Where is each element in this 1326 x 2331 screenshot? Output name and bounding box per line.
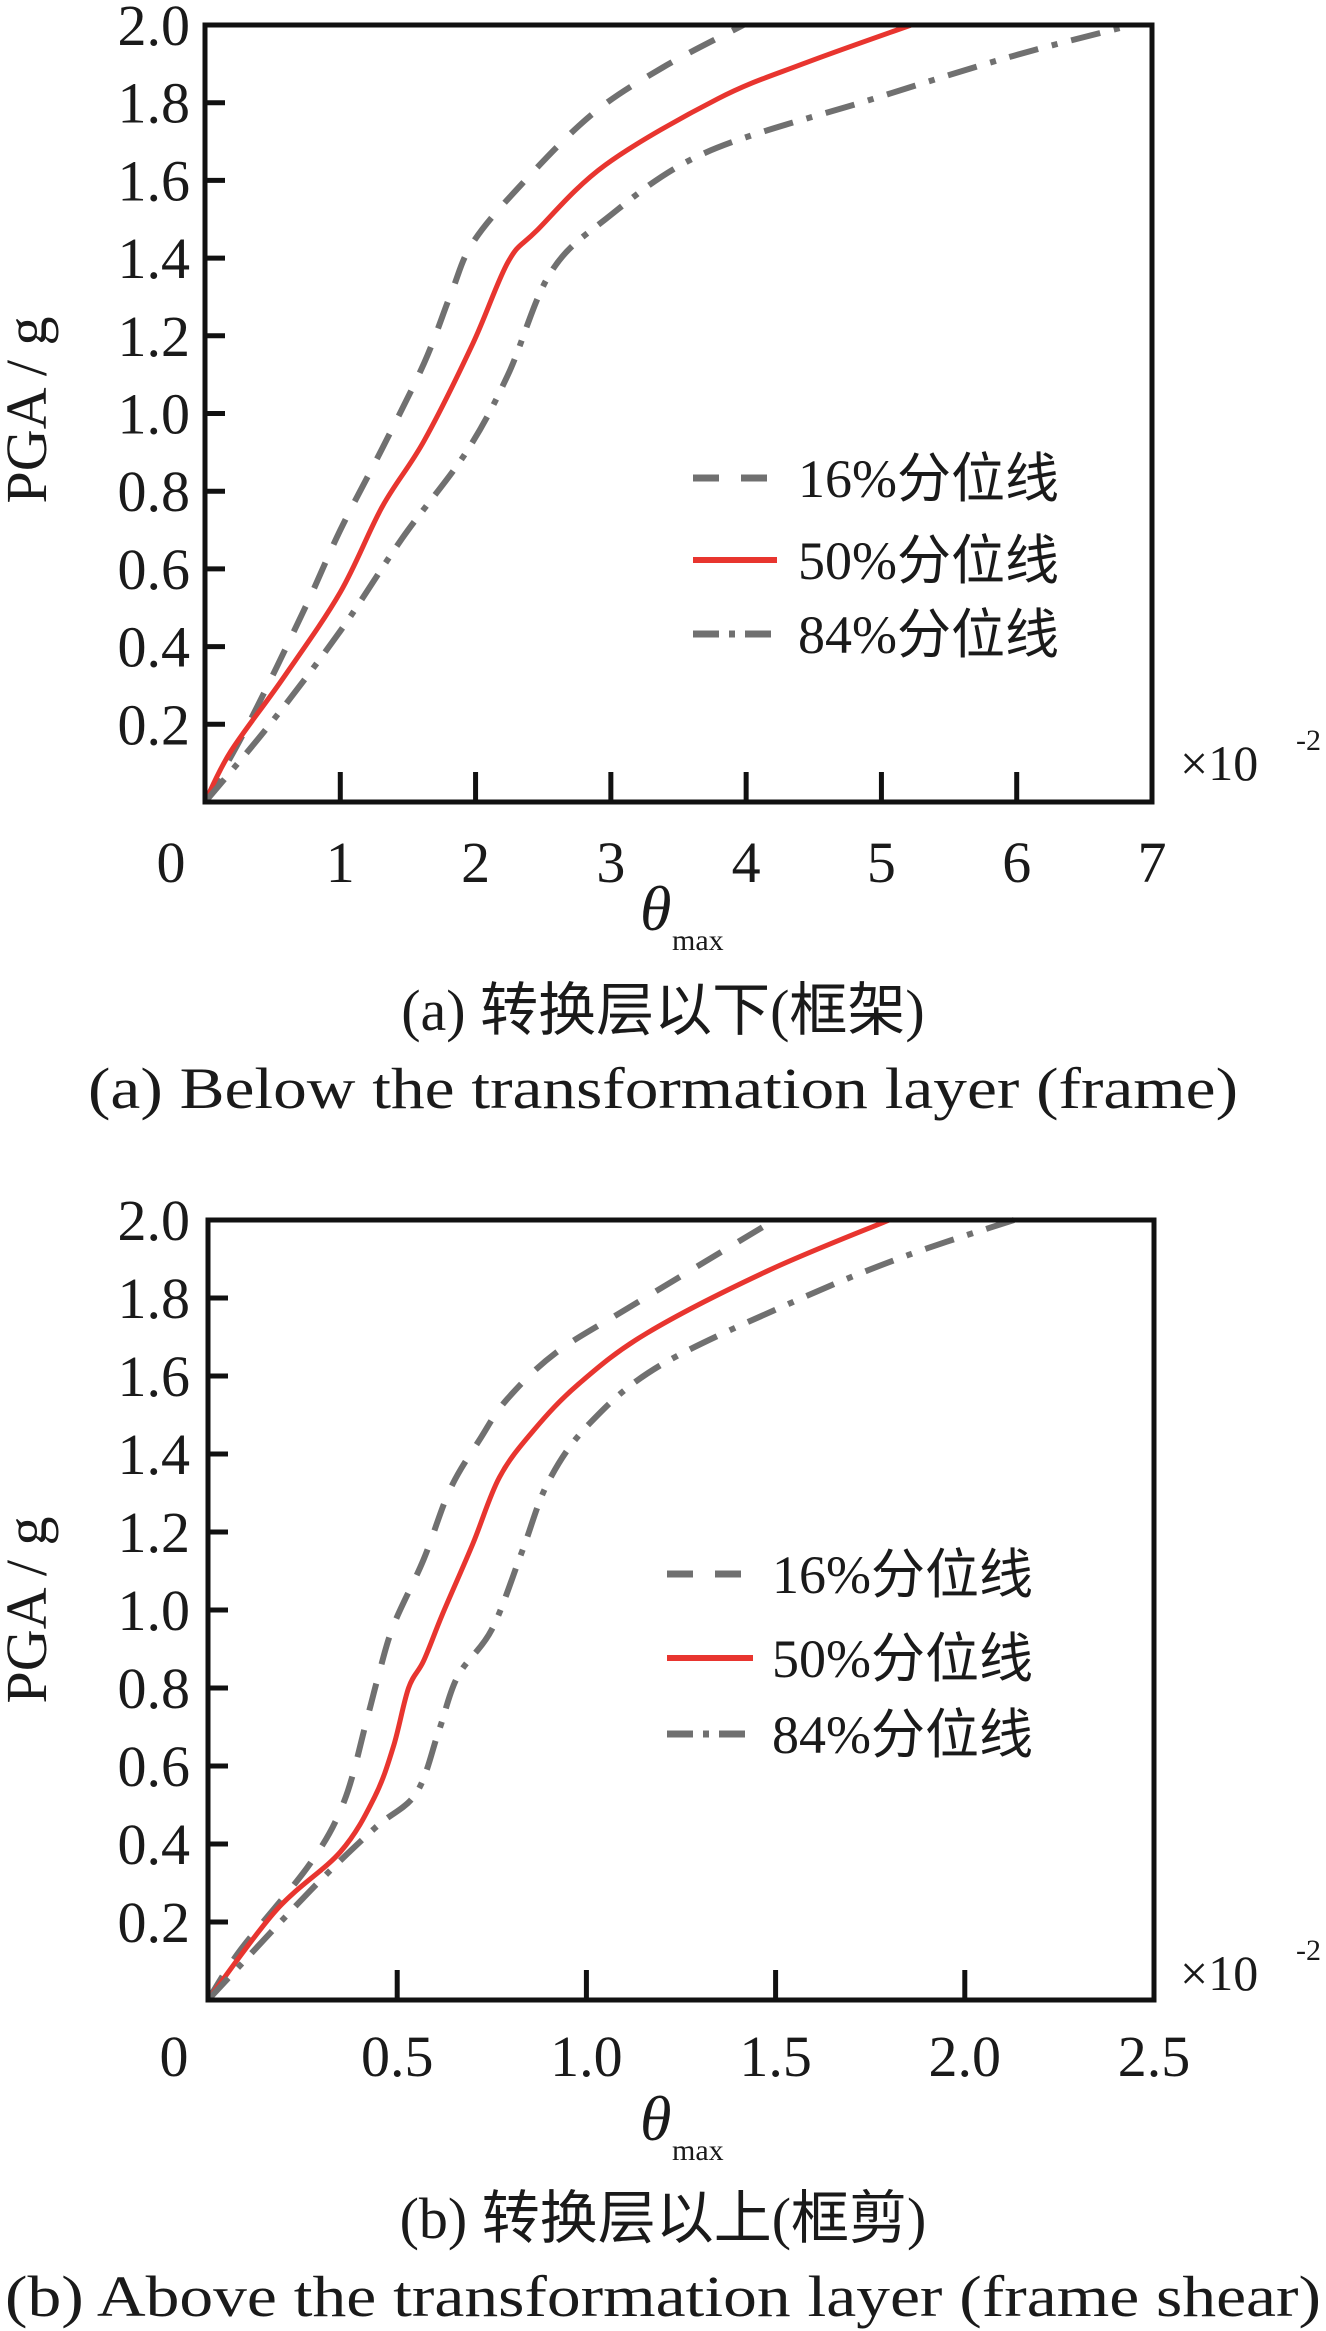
legend-label: 50%分位线	[772, 1629, 1033, 1689]
x-tick-label: 0.5	[361, 2024, 434, 2089]
chart-a: 16%分位线 50%分位线 84%分位线 0.2 0.4 0.6 0.8 1.0 1.2 1.4 1…	[0, 0, 1321, 1121]
legend-label: 16%分位线	[798, 449, 1059, 509]
y-tick-label: 0.4	[118, 615, 191, 680]
x-tick-label: 2.5	[1118, 2024, 1191, 2089]
y-tick-label: 2.0	[118, 1188, 191, 1253]
x-tick-label: 2	[461, 830, 490, 895]
x-tick-label: 1.5	[739, 2024, 812, 2089]
x-axis-label: θ	[640, 873, 671, 944]
plot-frame	[205, 1217, 1157, 2003]
caption-en: (b) Above the transformation layer (fram…	[5, 2264, 1321, 2329]
y-tick-label: 1.0	[118, 1578, 191, 1643]
y-tick-label: 1.2	[118, 1500, 191, 1565]
x-tick-label: 3	[596, 830, 625, 895]
y-tick-label: 0.6	[118, 1734, 191, 1799]
y-tick-label: 1.8	[118, 1266, 191, 1331]
y-tick-label: 0.2	[118, 1890, 191, 1955]
y-tick-label: 1.2	[118, 304, 191, 369]
x-tick-label: 5	[867, 830, 896, 895]
legend-label: 84%分位线	[772, 1705, 1033, 1765]
y-tick-label: 1.4	[118, 226, 191, 291]
y-tick-label: 1.0	[118, 382, 191, 447]
y-axis-label: PGA / g	[0, 317, 59, 504]
x-multiplier-exponent: -2	[1296, 1934, 1321, 1967]
legend-label: 16%分位线	[772, 1545, 1033, 1605]
series-line-dashdot	[205, 1217, 1015, 2003]
caption-cn: (a) 转换层以下(框架)	[401, 978, 925, 1043]
series-line-solid	[206, 1217, 891, 2002]
x-multiplier: ×10	[1180, 1945, 1258, 2001]
plot-frame	[202, 22, 1155, 805]
legend-label: 50%分位线	[798, 531, 1059, 591]
y-tick-label: 0.8	[118, 459, 191, 524]
x-axis-label: θ	[640, 2083, 671, 2154]
x-tick-label: 2.0	[929, 2024, 1002, 2089]
x-axis-label-subscript: max	[672, 924, 724, 957]
series-line-dashed	[205, 1221, 770, 2002]
x-tick-label: 0	[160, 2024, 189, 2089]
x-multiplier: ×10	[1180, 735, 1258, 791]
series-line-dashdot	[202, 22, 1133, 804]
y-tick-label: 1.8	[118, 71, 191, 136]
y-tick-label: 1.6	[118, 148, 191, 213]
y-axis-label: PGA / g	[0, 1517, 59, 1704]
x-multiplier-exponent: -2	[1296, 724, 1321, 757]
legend-label: 84%分位线	[798, 605, 1059, 665]
caption-en: (a) Below the transformation layer (fram…	[88, 1056, 1238, 1121]
x-tick-label: 7	[1138, 830, 1167, 895]
y-tick-label: 1.6	[118, 1344, 191, 1409]
y-tick-label: 0.6	[118, 537, 191, 602]
y-tick-label: 2.0	[118, 0, 191, 58]
x-tick-label: 1	[326, 830, 355, 895]
y-tick-label: 0.8	[118, 1656, 191, 1721]
y-tick-label: 1.4	[118, 1422, 191, 1487]
series-line-solid	[202, 22, 913, 804]
x-tick-label: 1.0	[550, 2024, 623, 2089]
x-axis-label-subscript: max	[672, 2134, 724, 2167]
y-tick-label: 0.4	[118, 1812, 191, 1877]
caption-cn: (b) 转换层以上(框剪)	[400, 2186, 927, 2251]
y-tick-label: 0.2	[118, 692, 191, 757]
chart-b: 16%分位线 50%分位线 84%分位线 0.2 0.4 0.6 0.8 1.0 1.2 1.4 1…	[0, 1188, 1321, 2329]
x-tick-label: 6	[1002, 830, 1031, 895]
series-line-dashed	[202, 22, 745, 804]
x-tick-label: 0	[157, 830, 186, 895]
x-tick-label: 4	[732, 830, 761, 895]
